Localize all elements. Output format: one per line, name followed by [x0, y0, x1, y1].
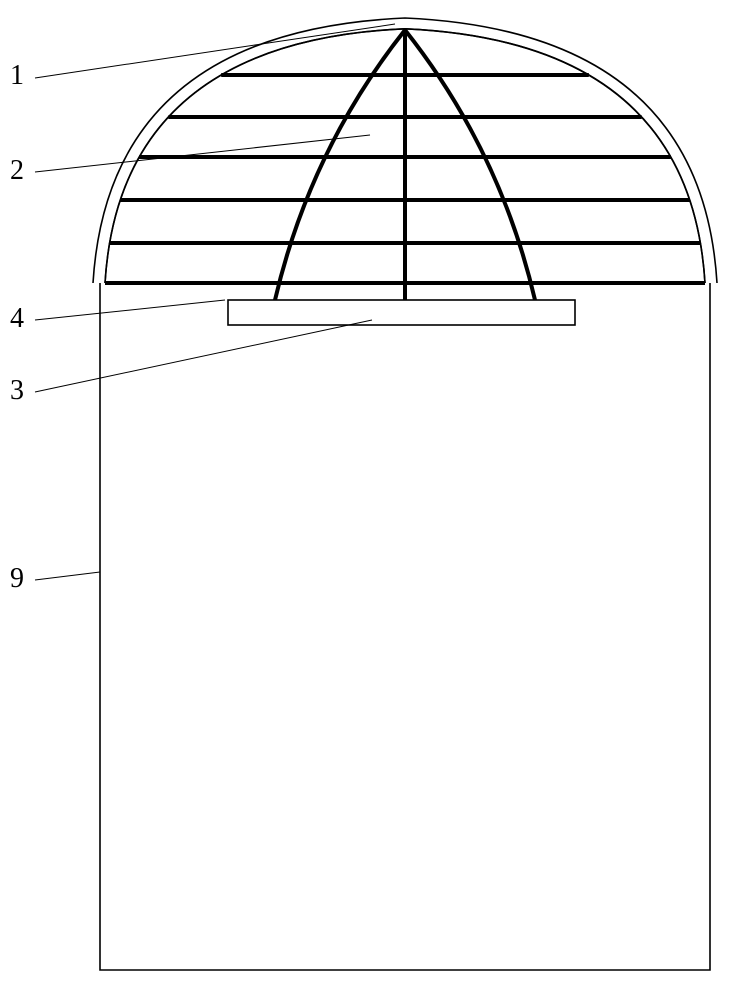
diagram-svg [0, 0, 750, 1000]
callout-label-4: 4 [10, 303, 24, 335]
callout-line-4 [35, 300, 225, 320]
dome-curved-rib-right [405, 30, 535, 300]
callout-label-1: 1 [10, 60, 24, 92]
hatch-slot [228, 300, 575, 325]
callout-label-9: 9 [10, 563, 24, 595]
diagram-stage: 1 2 4 3 9 [0, 0, 750, 1000]
callout-line-1 [35, 24, 395, 78]
dome-curved-rib-left [275, 30, 405, 300]
callout-line-3 [35, 320, 372, 392]
tank-body-outline [100, 283, 710, 970]
callout-label-3: 3 [10, 375, 24, 407]
callout-label-2: 2 [10, 155, 24, 187]
callout-line-9 [35, 572, 100, 580]
